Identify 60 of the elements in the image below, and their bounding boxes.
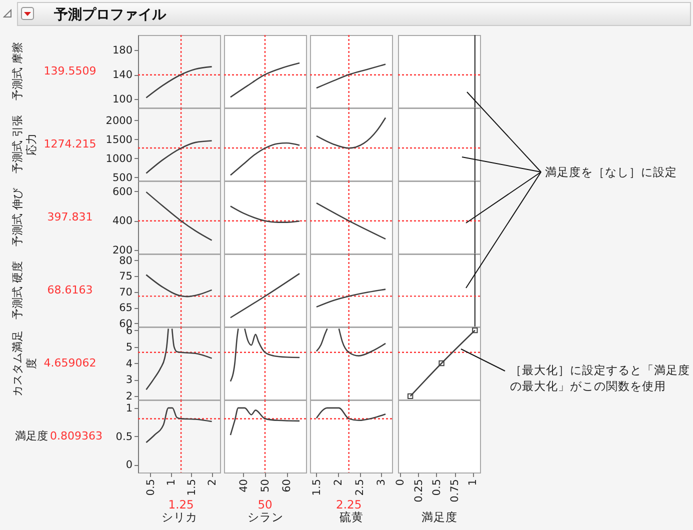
- x-tick-label: 60: [281, 479, 294, 492]
- y-tick-label: 0: [126, 459, 132, 472]
- ref-line-label: 68.6163: [47, 283, 93, 296]
- ref-line-label: 397.831: [47, 210, 93, 224]
- y-tick-label: 1: [126, 402, 132, 414]
- y-tick-label: 140: [112, 69, 132, 82]
- text: 満足度を［なし］に設定: [545, 164, 678, 180]
- x-tick-label: 1: [165, 479, 178, 486]
- y-axis-title: 予測式 摩擦: [11, 42, 24, 100]
- y-tick-label: 70: [119, 286, 132, 298]
- y-tick-label: 4: [126, 358, 133, 370]
- y-tick-label: 80: [119, 254, 132, 267]
- x-tick-label: 1.5: [310, 479, 323, 496]
- y-tick-label: 1000: [106, 152, 132, 165]
- y-axis-title: 予測式 引張応力: [11, 115, 38, 174]
- ref-line-label: 1274.215: [44, 137, 96, 150]
- x-tick-label: 50: [260, 479, 272, 492]
- ref-line-label: 4.659062: [44, 356, 96, 370]
- x-tick-label: 0.5: [430, 479, 443, 496]
- x-tick-label: 1.5: [186, 479, 198, 496]
- x-axis-title: 満足度: [422, 510, 458, 524]
- y-tick-label: 200: [112, 244, 132, 256]
- x-tick-label: 0: [394, 479, 407, 486]
- x-tick-label: 0.25: [412, 479, 425, 502]
- ref-line-label: 139.5509: [44, 64, 96, 78]
- x-tick-label: 3: [376, 479, 388, 486]
- x-tick-label: 40: [238, 479, 250, 492]
- y-tick-label: 180: [112, 44, 132, 57]
- ref-line-label: 50: [258, 498, 272, 512]
- x-axis-title: シラン: [248, 510, 284, 524]
- y-tick-label: 6: [126, 324, 133, 337]
- ref-line-label: 2.25: [336, 498, 362, 512]
- y-tick-label: 65: [119, 302, 132, 314]
- ref-line-label: 0.809363: [50, 429, 102, 442]
- y-tick-label: 600: [112, 186, 132, 198]
- x-axis-title: シリカ: [162, 510, 198, 524]
- y-tick-label: 1500: [106, 134, 132, 146]
- x-tick-label: 2: [332, 479, 345, 486]
- y-axis-title: 満足度: [15, 429, 48, 442]
- x-axis-title: 硫黄: [340, 510, 364, 524]
- y-tick-label: 75: [119, 270, 132, 283]
- x-tick-label: 0.5: [144, 479, 157, 496]
- text: ［最大化］に設定すると「満足度の最大化」がこの関数を使用: [510, 362, 690, 394]
- y-tick-label: 0.5: [116, 430, 132, 443]
- y-axis-title: カスタム満足度: [11, 330, 38, 396]
- x-tick-label: 2: [206, 479, 218, 486]
- y-axis-title: 予測式 硬度: [11, 261, 24, 320]
- x-tick-label: 1: [467, 479, 480, 486]
- y-axis-title: 予測式 伸び: [11, 187, 24, 246]
- y-tick-label: 500: [112, 172, 132, 184]
- chart-title: 予測プロファイル: [54, 6, 166, 24]
- x-tick-label: 2.5: [354, 479, 366, 496]
- y-tick-label: 2000: [106, 114, 132, 127]
- y-tick-label: 100: [112, 93, 132, 106]
- y-tick-label: 400: [112, 215, 132, 228]
- y-tick-label: 2: [126, 390, 132, 403]
- x-tick-label: 0.75: [449, 479, 462, 502]
- y-tick-label: 5: [126, 341, 132, 354]
- y-tick-label: 3: [126, 374, 132, 386]
- ref-line-label: 1.25: [168, 498, 194, 512]
